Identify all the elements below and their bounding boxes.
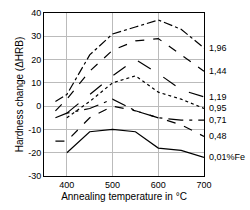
svg-text:40: 40 bbox=[31, 8, 41, 18]
svg-text:1,96: 1,96 bbox=[209, 43, 227, 53]
svg-text:0,48: 0,48 bbox=[209, 131, 227, 141]
svg-text:30: 30 bbox=[31, 31, 41, 41]
svg-text:-10: -10 bbox=[28, 125, 41, 135]
svg-text:0,95: 0,95 bbox=[209, 103, 227, 113]
svg-text:0,71: 0,71 bbox=[209, 115, 227, 125]
svg-text:600: 600 bbox=[151, 180, 166, 190]
svg-text:Hardness change (ΔHRB): Hardness change (ΔHRB) bbox=[14, 37, 25, 153]
svg-text:0: 0 bbox=[36, 101, 41, 111]
svg-text:500: 500 bbox=[105, 180, 120, 190]
svg-text:-30: -30 bbox=[28, 171, 41, 181]
svg-text:-20: -20 bbox=[28, 148, 41, 158]
svg-text:1,19: 1,19 bbox=[209, 92, 227, 102]
svg-text:400: 400 bbox=[59, 180, 74, 190]
svg-text:0,01%Fe: 0,01%Fe bbox=[209, 152, 245, 162]
svg-text:20: 20 bbox=[31, 55, 41, 65]
svg-text:1,44: 1,44 bbox=[209, 66, 227, 76]
svg-text:10: 10 bbox=[31, 78, 41, 88]
svg-text:Annealing temperature in °C: Annealing temperature in °C bbox=[61, 191, 187, 202]
svg-text:700: 700 bbox=[196, 180, 211, 190]
